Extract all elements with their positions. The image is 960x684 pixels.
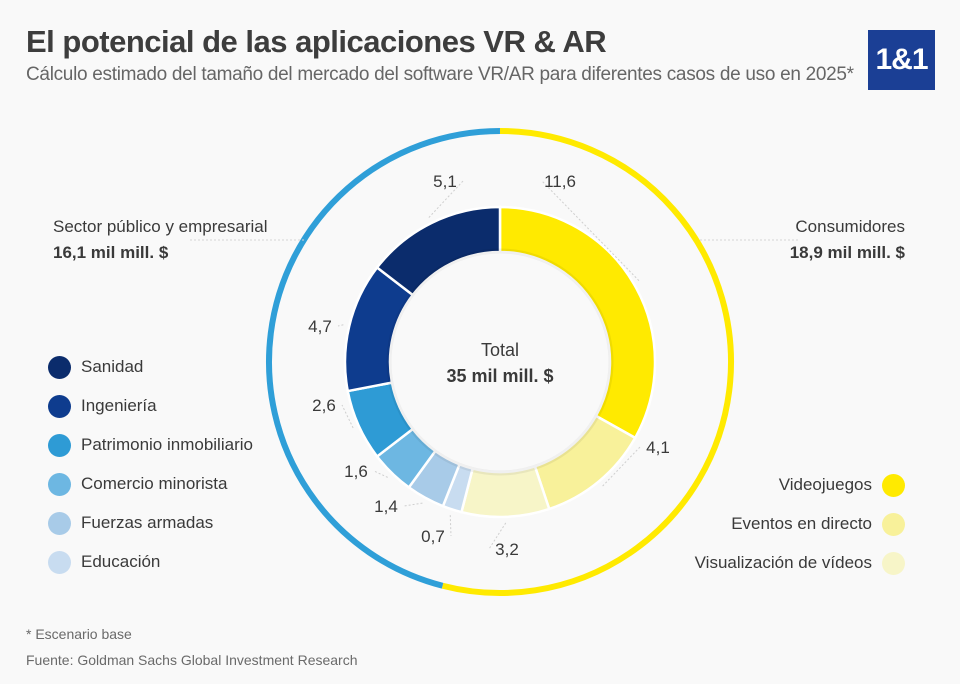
outer-ring-consumers bbox=[441, 128, 734, 596]
leader-line bbox=[488, 522, 507, 550]
group-name: Consumidores bbox=[795, 217, 905, 236]
legend-item: Eventos en directo bbox=[731, 512, 905, 536]
leader-line bbox=[341, 404, 354, 429]
group-value: 18,9 mil mill. $ bbox=[789, 243, 905, 262]
slice-value-label: 2,6 bbox=[312, 396, 336, 415]
legend-swatch-icon bbox=[48, 433, 71, 457]
slice-value-label: 11,6 bbox=[544, 172, 576, 191]
legend-label: Educación bbox=[81, 552, 161, 571]
chart-title: El potencial de las aplicaciones VR & AR bbox=[26, 24, 607, 59]
group-label-business: Sector público y empresarial 16,1 mil mi… bbox=[53, 214, 267, 266]
outer-ring-business bbox=[266, 128, 500, 589]
legend-label: Fuerzas armadas bbox=[81, 513, 214, 532]
source: Fuente: Goldman Sachs Global Investment … bbox=[26, 652, 358, 668]
legend-item: Ingeniería bbox=[48, 394, 157, 418]
legend-item: Visualización de vídeos bbox=[695, 551, 905, 575]
group-name: Sector público y empresarial bbox=[53, 217, 268, 236]
slice-value-label: 5,1 bbox=[433, 172, 457, 191]
legend-label: Videojuegos bbox=[778, 475, 872, 494]
legend-item: Educación bbox=[48, 550, 160, 574]
slice-value-label: 4,7 bbox=[308, 317, 332, 336]
slice-value-label: 3,2 bbox=[495, 540, 519, 559]
legend-label: Patrimonio inmobiliario bbox=[81, 435, 253, 454]
center-label: Total bbox=[481, 340, 519, 360]
footnote: * Escenario base bbox=[26, 626, 132, 642]
brand-logo: 1&1 bbox=[868, 30, 935, 90]
legend-swatch-icon bbox=[48, 550, 71, 574]
legend-item: Sanidad bbox=[48, 355, 143, 379]
legend-swatch-icon bbox=[882, 551, 905, 575]
slice-value-label: 4,1 bbox=[646, 438, 670, 457]
chart-subtitle: Cálculo estimado del tamaño del mercado … bbox=[26, 64, 854, 85]
inner-shadow bbox=[386, 248, 614, 476]
legend-swatch-icon bbox=[882, 473, 905, 497]
center-value: 35 mil mill. $ bbox=[446, 366, 553, 386]
leader-line bbox=[449, 515, 452, 537]
legend-swatch-icon bbox=[48, 472, 71, 496]
leader-line bbox=[403, 502, 423, 507]
legend-label: Eventos en directo bbox=[731, 514, 872, 533]
group-label-consumers: Consumidores 18,9 mil mill. $ bbox=[790, 214, 905, 266]
slice-value-label: 1,4 bbox=[374, 497, 398, 516]
legend-item: Videojuegos bbox=[779, 473, 905, 497]
leader-line bbox=[373, 470, 388, 478]
slice-videojuegos bbox=[498, 205, 657, 440]
legend-label: Visualización de vídeos bbox=[694, 553, 872, 572]
group-value: 16,1 mil mill. $ bbox=[53, 243, 169, 262]
leader-line bbox=[541, 180, 640, 282]
legend-swatch-icon bbox=[48, 394, 71, 418]
slice-sanidad bbox=[375, 205, 502, 297]
legend-item: Comercio minorista bbox=[48, 472, 227, 496]
leader-line bbox=[428, 180, 464, 218]
slice-value-label: 0,7 bbox=[421, 527, 445, 546]
legend-swatch-icon bbox=[882, 512, 905, 536]
legend-label: Sanidad bbox=[81, 357, 144, 376]
legend-label: Ingeniería bbox=[81, 396, 157, 415]
leader-line bbox=[602, 446, 641, 487]
legend-item: Fuerzas armadas bbox=[48, 511, 213, 535]
legend-item: Patrimonio inmobiliario bbox=[48, 433, 253, 457]
slice-value-label: 1,6 bbox=[344, 462, 368, 481]
legend-label: Comercio minorista bbox=[81, 474, 228, 493]
leader-line bbox=[337, 324, 344, 327]
legend-swatch-icon bbox=[48, 511, 71, 535]
legend-swatch-icon bbox=[48, 355, 71, 379]
